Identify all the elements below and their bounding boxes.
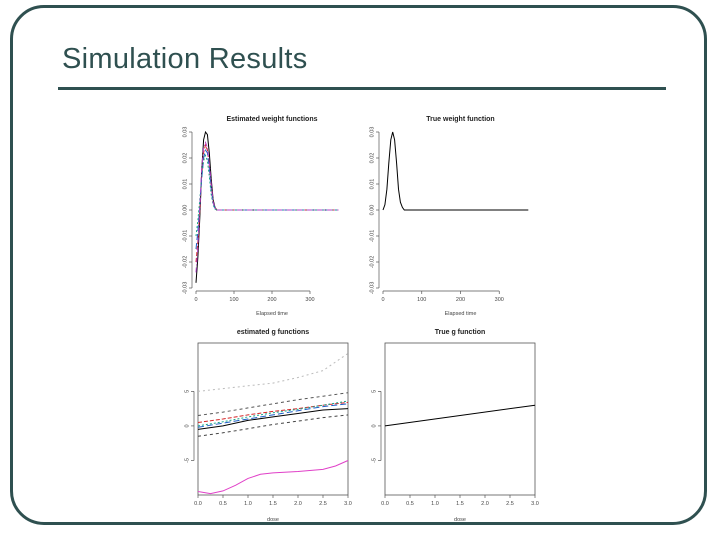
y-tick-label: 0 — [371, 424, 377, 427]
x-tick-label: 2.5 — [319, 501, 327, 507]
x-tick-label: 1.0 — [431, 501, 439, 507]
y-tick-label: -0.02 — [369, 256, 375, 269]
series-line-4 — [195, 153, 339, 237]
series-line-7 — [197, 352, 349, 392]
series-line-6 — [197, 414, 349, 437]
y-tick-label: 0.02 — [369, 153, 375, 164]
x-tick-label: 0 — [194, 297, 197, 303]
x-tick-label: 1.5 — [456, 501, 464, 507]
x-tick-label: 300 — [495, 297, 504, 303]
y-tick-label: -5 — [184, 458, 190, 463]
x-tick-label: 3.0 — [531, 501, 539, 507]
plot-frame — [197, 342, 349, 496]
y-tick-label: -5 — [371, 458, 377, 463]
y-tick-label: 0.03 — [369, 127, 375, 138]
plot-frame — [384, 342, 536, 496]
slide-title: Simulation Results — [62, 43, 308, 75]
y-tick-label: 0 — [184, 424, 190, 427]
title-divider — [58, 87, 666, 90]
y-tick-label: 0.01 — [182, 179, 188, 190]
x-axis-label: dose — [454, 517, 466, 523]
series-line-1 — [197, 408, 349, 430]
series-line-5 — [197, 392, 349, 416]
series-line-1 — [382, 131, 529, 211]
x-tick-label: 3.0 — [344, 501, 352, 507]
y-tick-label: -0.03 — [182, 282, 188, 295]
series-line-1 — [195, 130, 339, 283]
y-tick-label: 0.00 — [369, 205, 375, 216]
chart-panel-3: estimated g functions 0.0 0.5 1.0 1.5 2.0 2.5 3… — [184, 329, 351, 523]
x-tick-label: 0.5 — [219, 501, 227, 507]
x-axis-label: Elapsed time — [445, 311, 477, 317]
x-tick-label: 0.5 — [406, 501, 414, 507]
y-tick-label: -0.03 — [369, 282, 375, 295]
y-tick-label: 5 — [184, 390, 190, 393]
series-line-4 — [197, 400, 349, 427]
x-tick-label: 0 — [381, 297, 384, 303]
chart-title: Estimated weight functions — [226, 116, 317, 123]
x-tick-label: 100 — [417, 297, 426, 303]
chart-panel-4: True g function 0.0 0.5 1.0 1.5 2.0 2.5 3.0 dose… — [371, 329, 538, 523]
y-tick-label: -0.02 — [182, 256, 188, 269]
x-tick-label: 1.5 — [269, 501, 277, 507]
x-tick-label: 0.0 — [381, 501, 389, 507]
x-tick-label: 100 — [229, 297, 238, 303]
y-tick-label: 0.03 — [182, 127, 188, 138]
chart-title: True g function — [435, 329, 486, 336]
y-tick-label: 0.00 — [182, 205, 188, 216]
series-line-3 — [197, 403, 349, 428]
y-tick-label: -0.01 — [369, 230, 375, 243]
y-tick-label: 5 — [371, 390, 377, 393]
series-line-8 — [197, 460, 349, 495]
x-tick-label: 2.0 — [294, 501, 302, 507]
chart-panel-2: True weight function 0 100 200 300 Elapsed ti… — [369, 116, 529, 317]
x-tick-label: 2.0 — [481, 501, 489, 507]
x-tick-label: 200 — [456, 297, 465, 303]
x-tick-label: 1.0 — [244, 501, 252, 507]
series-line-1 — [384, 404, 536, 427]
x-tick-label: 0.0 — [194, 501, 202, 507]
chart-title: estimated g functions — [237, 329, 309, 336]
chart-title: True weight function — [426, 116, 494, 123]
x-axis-label: Elapsed time — [256, 311, 288, 317]
x-tick-label: 200 — [267, 297, 276, 303]
y-tick-label: -0.01 — [182, 230, 188, 243]
x-tick-label: 2.5 — [506, 501, 514, 507]
chart-panel-1: Estimated weight functions 0 100 200 300 Elap… — [182, 116, 339, 317]
x-tick-label: 300 — [305, 297, 314, 303]
y-tick-label: 0.01 — [369, 179, 375, 190]
series-line-2 — [197, 401, 349, 423]
series-line-5 — [195, 140, 339, 273]
series-line-2 — [195, 143, 339, 263]
slide-frame — [10, 5, 707, 525]
x-axis-label: dose — [267, 517, 279, 523]
y-tick-label: 0.02 — [182, 153, 188, 164]
series-line-3 — [195, 149, 339, 250]
